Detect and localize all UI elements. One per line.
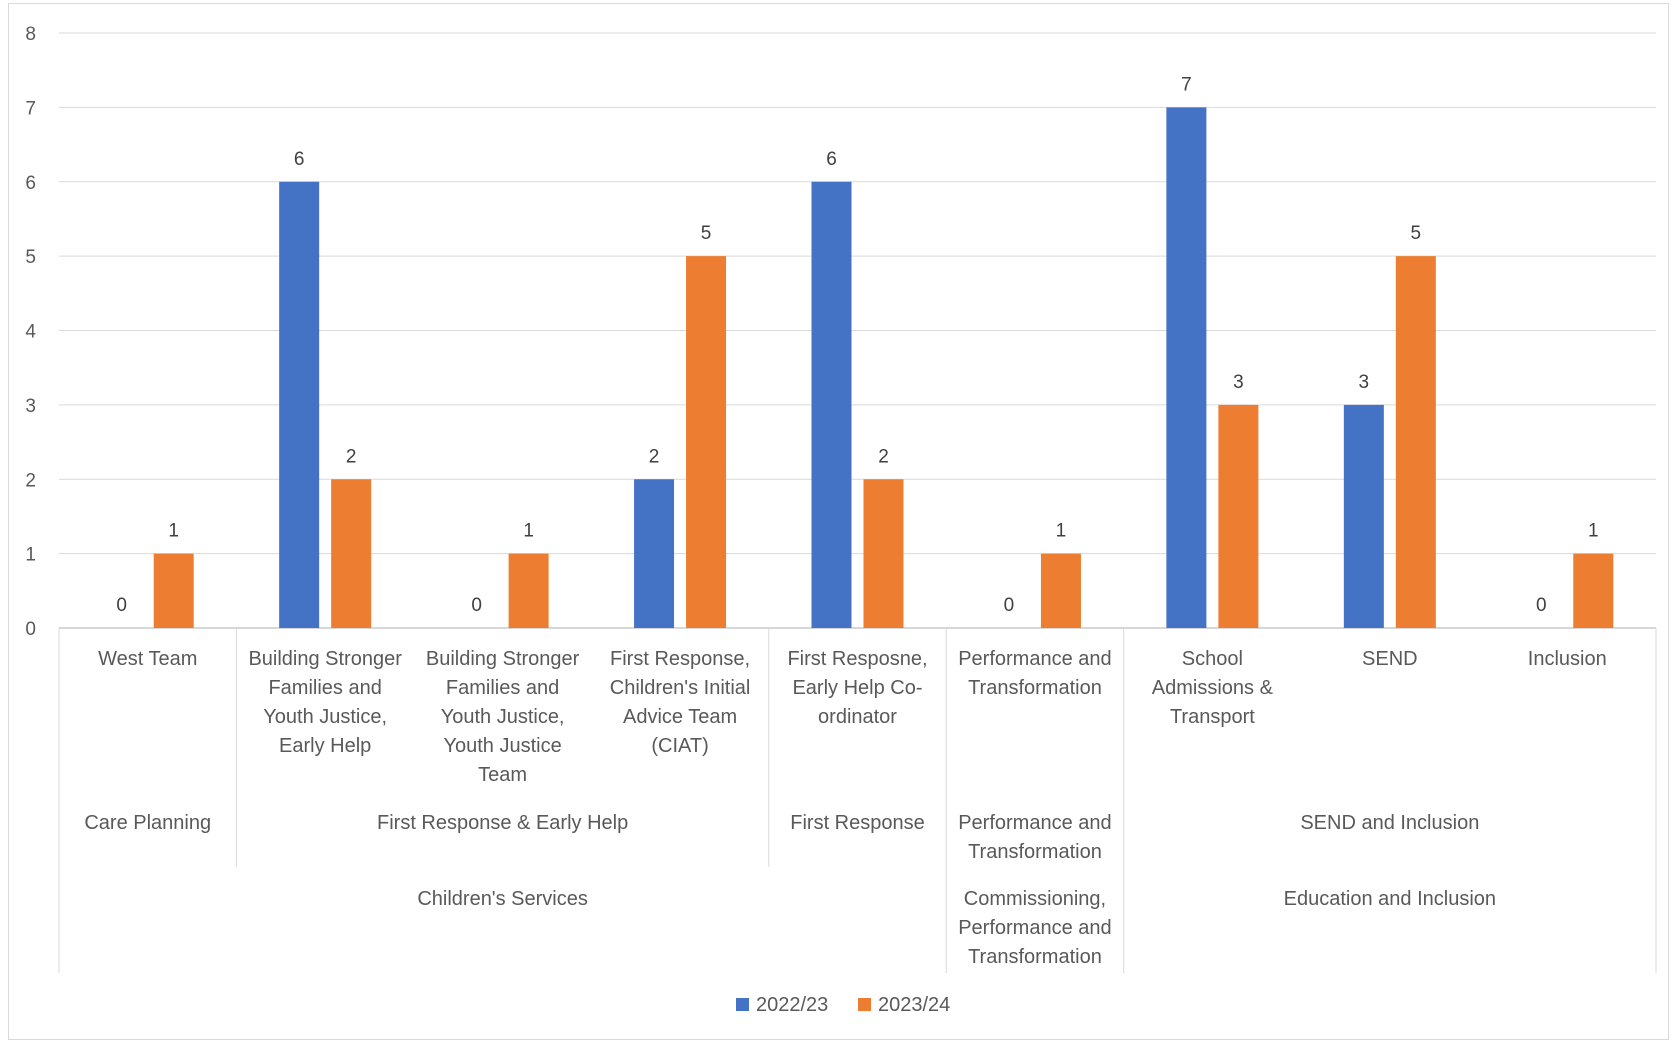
category-label: First Response, Children's Initial Advice … xyxy=(610,648,751,757)
data-label: 5 xyxy=(701,223,712,244)
legend-swatch xyxy=(858,998,871,1011)
group-label: First Response xyxy=(790,812,925,834)
data-label: 1 xyxy=(168,521,179,542)
data-label: 0 xyxy=(116,595,127,616)
data-label: 1 xyxy=(1588,521,1599,542)
division-label: Education and Inclusion xyxy=(1284,888,1496,910)
data-label: 0 xyxy=(1004,595,1015,616)
bar-2023-24 xyxy=(508,553,549,628)
category-label: Inclusion xyxy=(1528,648,1607,670)
data-label: 7 xyxy=(1181,74,1192,95)
category-label: Performance and Transformation xyxy=(958,648,1111,699)
category-label: Building Stronger Families and Youth Justi… xyxy=(426,648,580,786)
category-label: Building Stronger Families and Youth Justi… xyxy=(248,648,402,757)
data-label: 3 xyxy=(1359,372,1370,393)
data-label: 3 xyxy=(1233,372,1244,393)
group-label: SEND and Inclusion xyxy=(1300,812,1479,834)
division-label: Commissioning, Performance and Transformat… xyxy=(958,888,1111,968)
data-label: 6 xyxy=(826,149,837,170)
bar-2022-23 xyxy=(279,181,320,628)
data-label: 2 xyxy=(878,446,889,467)
bar-2023-24 xyxy=(1040,553,1081,628)
bar-2023-24 xyxy=(331,479,372,628)
y-tick-label: 7 xyxy=(25,98,36,119)
bar-2022-23 xyxy=(811,181,852,628)
bar-2023-24 xyxy=(1573,553,1614,628)
chart-border xyxy=(8,3,1669,1040)
y-tick-label: 1 xyxy=(25,545,36,566)
category-label: School Admissions & Transport xyxy=(1152,648,1274,728)
y-tick-label: 3 xyxy=(25,396,36,417)
category-label: First Resposne, Early Help Co-ordinator xyxy=(787,648,927,728)
category-label: West Team xyxy=(98,648,197,670)
y-tick-label: 5 xyxy=(25,247,36,268)
y-tick-label: 8 xyxy=(25,24,36,45)
data-label: 0 xyxy=(1536,595,1547,616)
bar-2022-23 xyxy=(1343,404,1384,628)
y-tick-label: 4 xyxy=(25,322,36,343)
division-label: Children's Services xyxy=(417,888,588,910)
group-label: Performance and Transformation xyxy=(958,812,1111,863)
bar-2023-24 xyxy=(153,553,194,628)
data-label: 5 xyxy=(1411,223,1422,244)
y-tick-label: 2 xyxy=(25,470,36,491)
bar-2022-23 xyxy=(634,479,675,628)
category-label: SEND xyxy=(1362,648,1418,670)
data-label: 1 xyxy=(523,521,534,542)
bar-2023-24 xyxy=(863,479,904,628)
legend-label: 2022/23 xyxy=(756,994,828,1016)
y-tick-label: 6 xyxy=(25,173,36,194)
data-label: 2 xyxy=(346,446,357,467)
bar-2023-24 xyxy=(1218,404,1259,628)
legend-label: 2023/24 xyxy=(878,994,950,1016)
data-label: 2 xyxy=(649,446,660,467)
bar-2023-24 xyxy=(686,256,727,628)
group-label: Care Planning xyxy=(84,812,211,834)
bar-2022-23 xyxy=(1166,107,1207,628)
bar-2023-24 xyxy=(1395,256,1436,628)
data-label: 1 xyxy=(1056,521,1067,542)
group-label: First Response & Early Help xyxy=(377,812,628,834)
data-label: 6 xyxy=(294,149,305,170)
y-tick-label: 0 xyxy=(25,619,36,640)
data-label: 0 xyxy=(471,595,482,616)
legend-swatch xyxy=(736,998,749,1011)
